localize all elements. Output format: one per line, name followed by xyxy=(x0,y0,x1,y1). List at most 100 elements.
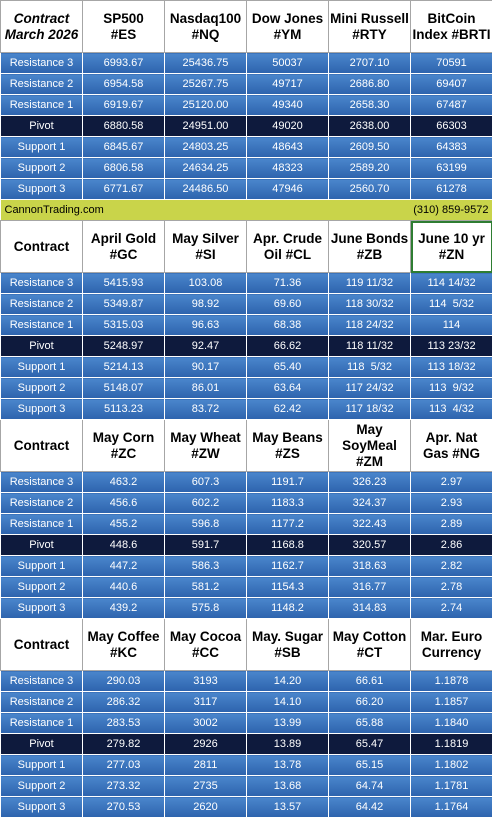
row-label-cell: Resistance 3 xyxy=(1,273,83,294)
level-value-cell: 6993.67 xyxy=(83,53,165,74)
level-value-cell: 1.1840 xyxy=(411,713,492,734)
level-value-cell: 2.82 xyxy=(411,556,492,577)
level-value-cell: 69.60 xyxy=(247,294,329,315)
phone-number: (310) 859-9572 xyxy=(247,200,492,221)
level-value-cell: 2658.30 xyxy=(329,95,411,116)
instrument-header-cell: May Corn#ZC xyxy=(83,420,165,472)
level-value-cell: 49717 xyxy=(247,74,329,95)
selected-instrument-header-cell[interactable]: June 10 yr#ZN xyxy=(411,221,492,273)
level-value-cell: 1.1857 xyxy=(411,692,492,713)
row-label-cell: Support 2 xyxy=(1,776,83,797)
level-value-cell: 62.42 xyxy=(247,399,329,420)
level-value-cell: 24486.50 xyxy=(165,179,247,200)
level-value-cell: 3117 xyxy=(165,692,247,713)
level-value-cell: 113 23/32 xyxy=(411,336,492,357)
instrument-header-cell: May Coffee#KC xyxy=(83,619,165,671)
level-value-cell: 2609.50 xyxy=(329,137,411,158)
instrument-header-cell: June Bonds#ZB xyxy=(329,221,411,273)
website-link[interactable]: CannonTrading.com xyxy=(1,200,247,221)
level-value-cell: 98.92 xyxy=(165,294,247,315)
level-value-cell: 439.2 xyxy=(83,598,165,619)
level-value-cell: 13.78 xyxy=(247,755,329,776)
level-value-cell: 13.57 xyxy=(247,797,329,818)
level-value-cell: 6845.67 xyxy=(83,137,165,158)
row-label-cell: Resistance 2 xyxy=(1,493,83,514)
level-value-cell: 1.1878 xyxy=(411,671,492,692)
level-value-cell: 1.1819 xyxy=(411,734,492,755)
row-label-cell: Support 1 xyxy=(1,755,83,776)
level-value-cell: 2589.20 xyxy=(329,158,411,179)
instrument-header-cell: SP500#ES xyxy=(83,1,165,53)
level-value-cell: 326.23 xyxy=(329,472,411,493)
level-value-cell: 286.32 xyxy=(83,692,165,713)
level-value-cell: 13.89 xyxy=(247,734,329,755)
row-label-cell: Resistance 1 xyxy=(1,315,83,336)
level-value-cell: 318.63 xyxy=(329,556,411,577)
row-label-cell: Support 2 xyxy=(1,378,83,399)
level-value-cell: 92.47 xyxy=(165,336,247,357)
level-value-cell: 2.97 xyxy=(411,472,492,493)
level-value-cell: 1177.2 xyxy=(247,514,329,535)
instrument-header-cell: May Cocoa#CC xyxy=(165,619,247,671)
level-value-cell: 5113.23 xyxy=(83,399,165,420)
level-value-cell: 47946 xyxy=(247,179,329,200)
level-value-cell: 2560.70 xyxy=(329,179,411,200)
level-value-cell: 6954.58 xyxy=(83,74,165,95)
row-label-cell: Support 3 xyxy=(1,179,83,200)
level-value-cell: 103.08 xyxy=(165,273,247,294)
row-label-cell: Pivot xyxy=(1,734,83,755)
level-value-cell: 118 24/32 xyxy=(329,315,411,336)
level-value-cell: 2.74 xyxy=(411,598,492,619)
row-label-cell: Support 3 xyxy=(1,598,83,619)
level-value-cell: 5214.13 xyxy=(83,357,165,378)
level-value-cell: 277.03 xyxy=(83,755,165,776)
instrument-header-cell: May Silver#SI xyxy=(165,221,247,273)
level-value-cell: 65.47 xyxy=(329,734,411,755)
level-value-cell: 3002 xyxy=(165,713,247,734)
level-value-cell: 575.8 xyxy=(165,598,247,619)
level-value-cell: 65.88 xyxy=(329,713,411,734)
row-label-cell: Resistance 1 xyxy=(1,713,83,734)
level-value-cell: 2811 xyxy=(165,755,247,776)
level-value-cell: 14.20 xyxy=(247,671,329,692)
row-label-cell: Pivot xyxy=(1,116,83,137)
level-value-cell: 270.53 xyxy=(83,797,165,818)
level-value-cell: 5315.03 xyxy=(83,315,165,336)
row-label-cell: Resistance 3 xyxy=(1,671,83,692)
level-value-cell: 66.20 xyxy=(329,692,411,713)
level-value-cell: 3193 xyxy=(165,671,247,692)
level-value-cell: 24634.25 xyxy=(165,158,247,179)
level-value-cell: 1.1802 xyxy=(411,755,492,776)
level-value-cell: 314.83 xyxy=(329,598,411,619)
level-value-cell: 114 5/32 xyxy=(411,294,492,315)
row-label-cell: Pivot xyxy=(1,336,83,357)
level-value-cell: 6771.67 xyxy=(83,179,165,200)
level-value-cell: 6880.58 xyxy=(83,116,165,137)
level-value-cell: 607.3 xyxy=(165,472,247,493)
level-value-cell: 1191.7 xyxy=(247,472,329,493)
level-value-cell: 48643 xyxy=(247,137,329,158)
level-value-cell: 463.2 xyxy=(83,472,165,493)
level-value-cell: 25120.00 xyxy=(165,95,247,116)
level-value-cell: 113 9/32 xyxy=(411,378,492,399)
level-value-cell: 117 18/32 xyxy=(329,399,411,420)
level-value-cell: 273.32 xyxy=(83,776,165,797)
level-value-cell: 2735 xyxy=(165,776,247,797)
level-value-cell: 1.1781 xyxy=(411,776,492,797)
level-value-cell: 2926 xyxy=(165,734,247,755)
level-value-cell: 2620 xyxy=(165,797,247,818)
instrument-header-cell: Mini Russell#RTY xyxy=(329,1,411,53)
